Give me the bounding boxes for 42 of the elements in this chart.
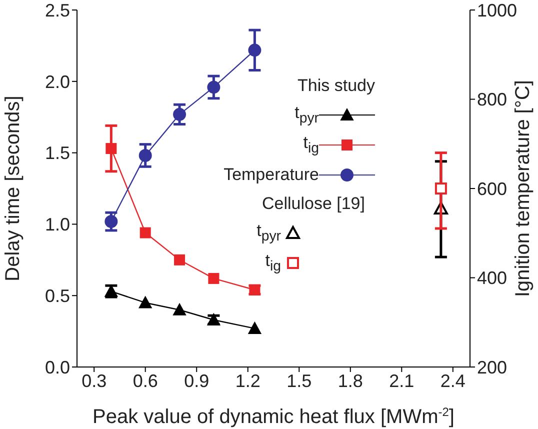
y-tick-label: 2.5: [44, 0, 70, 20]
y-tick-label: 1.0: [44, 214, 70, 235]
y2-axis-title: Ignition temperature [°C]: [512, 80, 534, 297]
y2-tick-label: 600: [477, 178, 508, 199]
legend-label: t$_{pyr}$: [294, 103, 319, 127]
y-tick-label: 0.0: [44, 357, 70, 378]
y2-tick-label: 800: [477, 90, 508, 110]
annotation: Cellulose [19]: [260, 194, 366, 214]
point: [173, 303, 186, 316]
legend-label: t$_{pyr}$: [256, 221, 281, 245]
point: [138, 148, 152, 162]
x-tick-label: 1.5: [286, 370, 312, 391]
point: [174, 254, 186, 266]
x-tick-label: 0.6: [132, 370, 158, 391]
y-axis-title: Delay time [seconds]: [2, 96, 24, 282]
y2-tick-label: 1000: [477, 0, 518, 20]
x-tick-label: 1.2: [235, 370, 260, 391]
point: [207, 80, 220, 94]
y2-tick-label: 200: [477, 357, 508, 378]
y-tick-label: 2.0: [44, 72, 70, 92]
point: [248, 322, 262, 334]
y2-tick-label: 400: [477, 268, 508, 288]
point: [173, 108, 186, 121]
x-tick-label: 2.1: [389, 370, 414, 391]
point: [208, 272, 220, 284]
point: [140, 227, 151, 238]
x-tick-label: 2.4: [440, 370, 466, 391]
legend-label: t$_{ig}$: [303, 133, 319, 157]
legend-label: t$_{ig}$: [265, 251, 281, 275]
x-tick-label: 0.9: [184, 370, 210, 391]
x-tick-label: 0.3: [82, 370, 107, 391]
point: [104, 215, 118, 228]
y-tick-label: 1.5: [44, 143, 70, 164]
point: [248, 44, 262, 57]
x-tick-label: 1.8: [338, 370, 363, 391]
annotation: This study: [296, 76, 375, 96]
point: [138, 296, 152, 308]
legend-label: Temperature: [224, 165, 319, 185]
point: [106, 143, 117, 154]
x-axis-title: Peak value of dynamic heat flux [MWm$^{-2}$]: [92, 405, 454, 428]
y-tick-label: 0.5: [44, 286, 70, 306]
point: [434, 182, 447, 194]
